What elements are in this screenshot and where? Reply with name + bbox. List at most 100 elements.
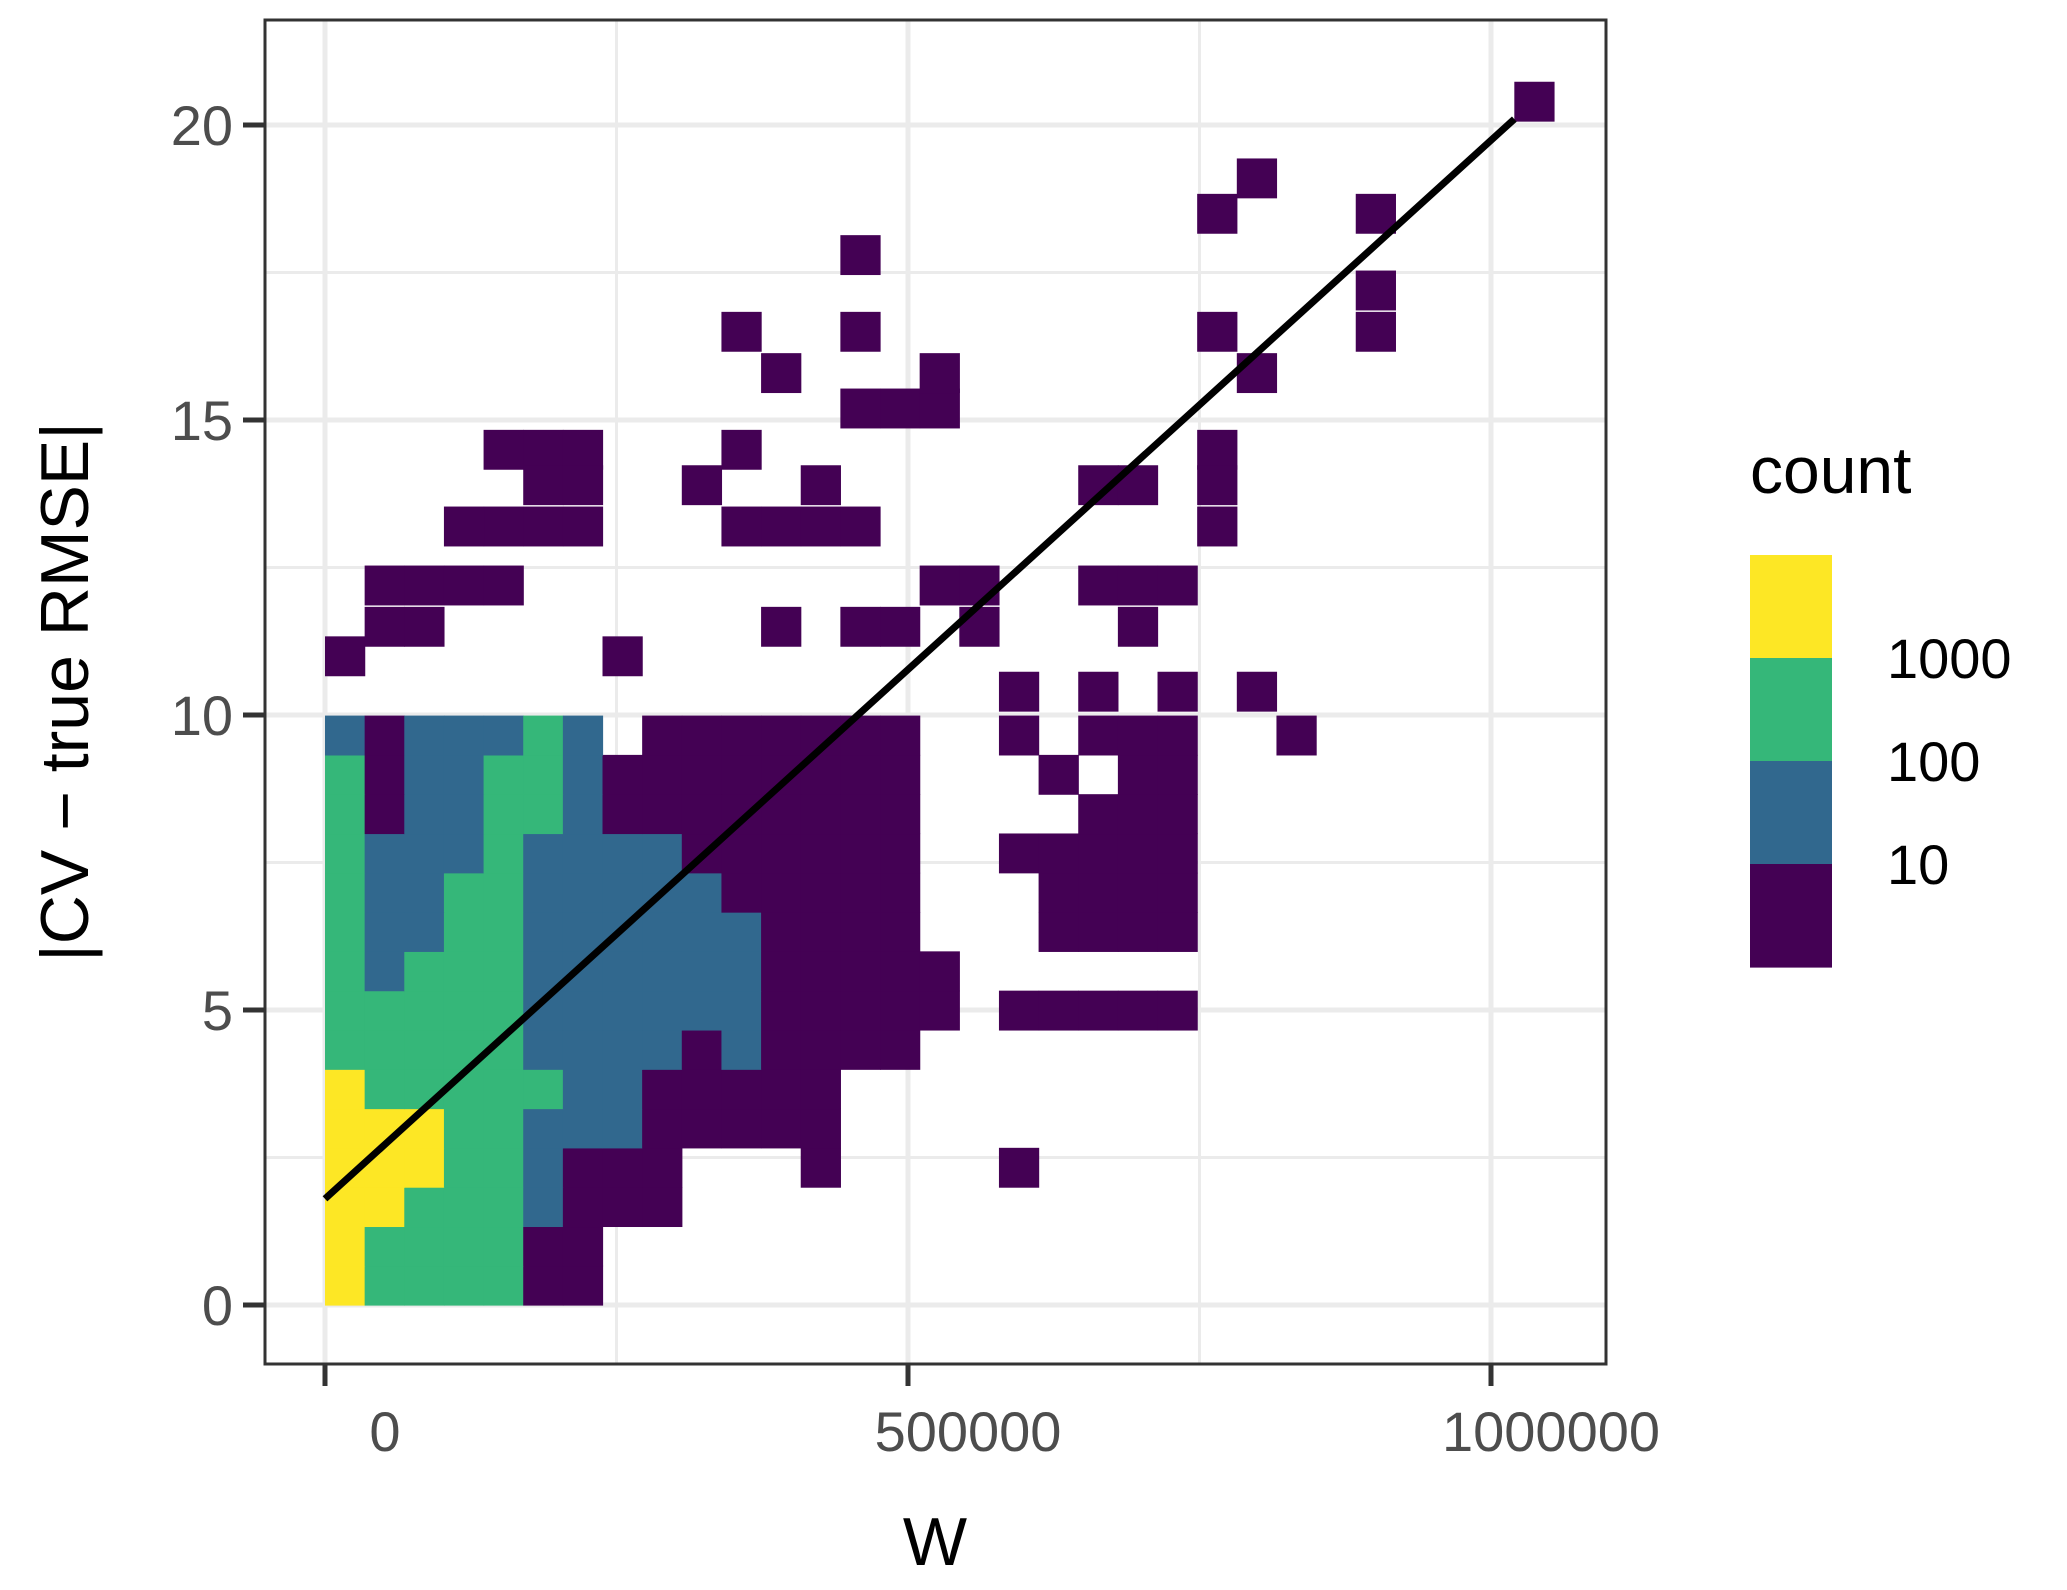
bin-cell xyxy=(523,1226,564,1267)
bin-cell xyxy=(681,465,723,506)
bin-cell xyxy=(1157,872,1198,913)
bin-cell xyxy=(1117,565,1159,606)
bin-cell xyxy=(483,1147,524,1188)
bin-cell xyxy=(998,990,1040,1031)
bin-cell xyxy=(325,1029,366,1070)
bin-cell xyxy=(840,235,881,276)
bin-cell xyxy=(562,715,604,756)
bin-cell xyxy=(325,794,366,835)
bin-cell xyxy=(523,715,564,756)
bin-cell xyxy=(325,1069,366,1110)
bin-cell xyxy=(721,1108,762,1149)
bin-cell xyxy=(840,833,881,874)
bin-cell xyxy=(642,1187,683,1228)
bin-cell xyxy=(562,429,604,470)
bin-cell xyxy=(523,1265,564,1306)
bin-cell xyxy=(642,951,683,992)
bin-cell xyxy=(523,1069,564,1110)
bin-cell xyxy=(840,1029,881,1070)
bin-cell xyxy=(562,833,604,874)
bin-cell xyxy=(443,872,485,913)
bin-cell xyxy=(404,912,445,952)
x-axis-title: W xyxy=(903,1504,967,1580)
bin-cell xyxy=(1197,465,1238,506)
bin-cell xyxy=(1157,565,1198,606)
bin-cell xyxy=(880,606,921,647)
y-tick-label: 10 xyxy=(171,684,233,747)
bin-cell xyxy=(364,1029,405,1070)
bin-cell xyxy=(562,1108,604,1149)
bin-cell xyxy=(800,1029,841,1070)
bin-cell xyxy=(443,1265,485,1306)
y-tick-label: 20 xyxy=(171,94,233,157)
bin-cell xyxy=(761,1029,802,1070)
bin-cell xyxy=(642,1029,683,1070)
bin-cell xyxy=(443,912,485,952)
bin-cell xyxy=(840,912,881,952)
bin-cell xyxy=(642,833,683,874)
bin-cell xyxy=(602,1029,643,1070)
bin-cell xyxy=(1157,912,1198,952)
bin-cell xyxy=(562,1265,604,1306)
bin-cell xyxy=(483,754,524,795)
bin-cell xyxy=(1038,754,1079,795)
bin-cell xyxy=(1117,794,1159,835)
bin-cell xyxy=(721,506,762,547)
bin-cell xyxy=(681,1069,723,1110)
bin-cell xyxy=(1078,872,1119,913)
bin-cell xyxy=(761,353,802,394)
bin-cell xyxy=(443,794,485,835)
bin-cell xyxy=(800,872,841,913)
bin-cell xyxy=(523,1029,564,1070)
bin-cell xyxy=(840,951,881,992)
bin-cell xyxy=(364,565,405,606)
bin-cell xyxy=(1197,506,1238,547)
bin-cell xyxy=(840,506,881,547)
bin-cell xyxy=(681,794,723,835)
bin-cell xyxy=(364,1265,405,1306)
bin-cell xyxy=(880,833,921,874)
bin-cell xyxy=(562,1147,604,1188)
bin-cell xyxy=(1078,833,1119,874)
y-tick-label: 5 xyxy=(202,979,233,1042)
bin-cell xyxy=(404,990,445,1031)
bin-cell xyxy=(840,754,881,795)
bin-cell xyxy=(998,833,1040,874)
bin-cell xyxy=(404,1226,445,1267)
bin-cell xyxy=(364,912,405,952)
bin-cell xyxy=(1197,429,1238,470)
bin-cell xyxy=(1078,671,1119,712)
bin-cell xyxy=(721,990,762,1031)
bin-cell xyxy=(404,833,445,874)
bin-cell xyxy=(404,565,445,606)
bin-cell xyxy=(325,872,366,913)
bin-cell xyxy=(800,912,841,952)
bin-cell xyxy=(1117,715,1159,756)
bins xyxy=(325,81,1555,1306)
legend-label: 100 xyxy=(1887,730,1980,793)
bin-cell xyxy=(443,1108,485,1149)
bin-cell xyxy=(443,1226,485,1267)
bin-cell xyxy=(1157,754,1198,795)
bin-cell xyxy=(483,715,524,756)
bin-cell xyxy=(562,754,604,795)
bin-cell xyxy=(523,1147,564,1188)
bin-cell xyxy=(523,465,564,506)
bin-cell xyxy=(998,1147,1040,1188)
regression-line-group xyxy=(322,116,1517,1202)
bin-cell xyxy=(840,606,881,647)
bin-cell xyxy=(483,1187,524,1228)
bin-cell xyxy=(1197,311,1238,352)
bin-cell xyxy=(325,951,366,992)
bin-cell xyxy=(919,951,960,992)
bin-cell xyxy=(1157,990,1198,1031)
bin-cell xyxy=(602,990,643,1031)
bin-cell xyxy=(483,565,524,606)
bin-cell xyxy=(602,833,643,874)
bin-cell xyxy=(483,951,524,992)
bin-cell xyxy=(642,794,683,835)
bin-cell xyxy=(721,951,762,992)
bin-cell xyxy=(602,1187,643,1228)
bin-cell xyxy=(483,794,524,835)
